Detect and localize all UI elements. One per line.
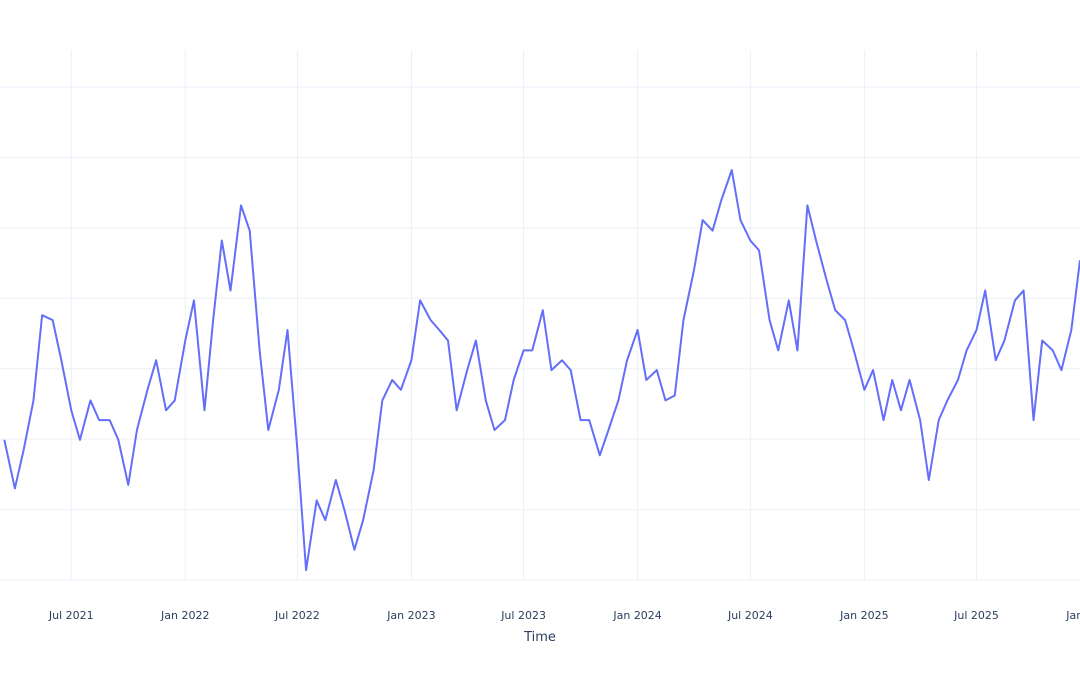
- x-tick-label: Jul 2025: [953, 609, 999, 622]
- x-tick-label: Jul 2023: [500, 609, 546, 622]
- x-tick-label: Jan 2022: [160, 609, 209, 622]
- data-line: [3, 169, 1080, 572]
- x-tick-label: Jan 2024: [612, 609, 661, 622]
- x-tick-label: Jul 2024: [727, 609, 773, 622]
- x-axis-title: Time: [523, 630, 556, 645]
- x-tick-label: Jan 2026: [1065, 609, 1080, 622]
- x-tick-label: Jan 2025: [839, 609, 888, 622]
- x-tick-label: Jul 2022: [274, 609, 320, 622]
- x-tick-label: Jan 2023: [386, 609, 435, 622]
- x-tick-label: Jul 2021: [48, 609, 94, 622]
